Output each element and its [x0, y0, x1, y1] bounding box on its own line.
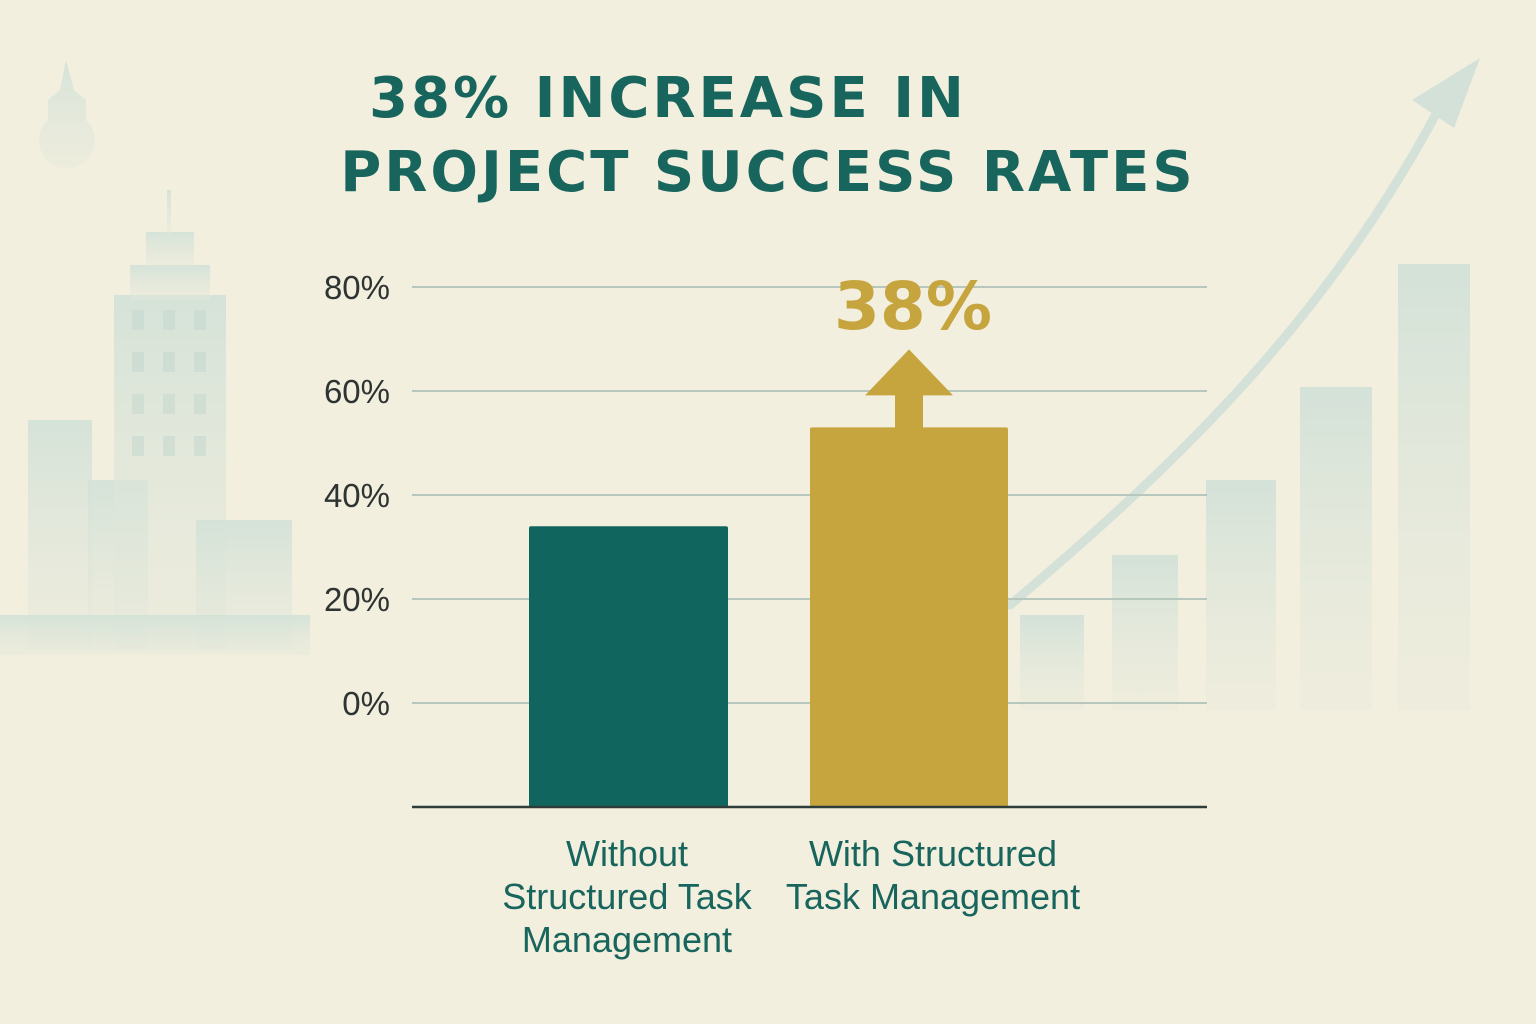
y-tick-label: 80%: [324, 269, 390, 306]
building-windows-decoration: [132, 310, 206, 456]
growth-bars-decoration: [1020, 264, 1470, 710]
increase-label: 38%: [834, 268, 992, 345]
bar-with: [810, 427, 1008, 807]
y-tick-label: 20%: [324, 581, 390, 618]
growth-arrow-decoration: [1005, 58, 1480, 610]
y-axis-ticks: 80% 60% 40% 20% 0%: [324, 269, 390, 722]
up-arrow-icon: [865, 349, 953, 430]
annotation: 38%: [834, 268, 992, 430]
y-tick-label: 60%: [324, 373, 390, 410]
chart-title: 38% INCREASE IN PROJECT SUCCESS RATES: [0, 62, 1536, 210]
tower-dome-decoration: [39, 60, 96, 169]
category-label-with: With Structured Task Management: [785, 833, 1081, 917]
y-tick-label: 40%: [324, 477, 390, 514]
title-line-2: PROJECT SUCCESS RATES: [340, 140, 1196, 205]
city-skyline-decoration: [0, 60, 310, 655]
bars: [529, 427, 1008, 807]
category-label-without: Without Structured Task Management: [502, 833, 752, 960]
title-line-1: 38% INCREASE IN: [369, 66, 967, 131]
y-tick-label: 0%: [342, 685, 390, 722]
bar-without: [529, 526, 728, 807]
